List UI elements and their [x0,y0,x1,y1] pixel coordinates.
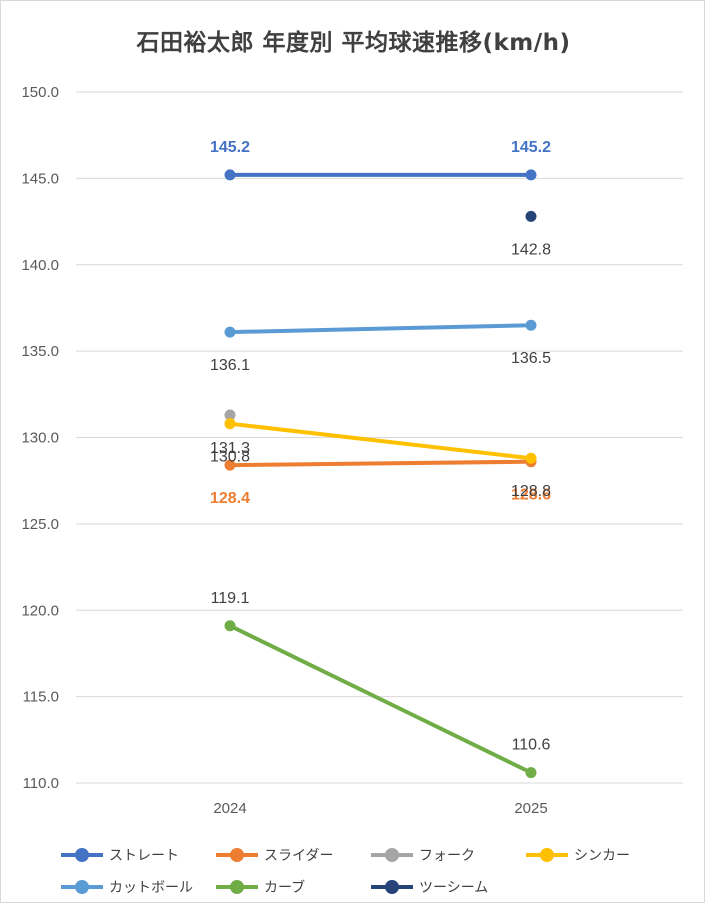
y-tick-label: 115.0 [23,689,59,706]
data-label: 136.1 [210,357,250,374]
legend-item: カットボール [61,877,216,897]
chart-title: 石田裕太郎 年度別 平均球速推移(km/h) [136,30,571,56]
data-point [224,169,236,181]
legend-label: スライダー [264,848,334,864]
data-point [525,169,537,181]
y-tick-label: 145.0 [21,170,59,187]
data-label: 142.8 [511,241,551,258]
legend-item: シンカー [526,845,681,865]
legend-swatch [216,880,258,894]
legend-label: シンカー [574,848,630,864]
y-tick-label: 135.0 [21,343,59,360]
data-label: 128.8 [511,483,551,500]
data-label: 145.2 [210,139,250,156]
legend-row: ストレート スライダー フォーク シンカー [61,839,701,871]
data-point [224,620,236,632]
series-line [228,459,533,468]
data-label: 145.2 [511,139,551,156]
y-tick-label: 125.0 [21,516,59,533]
legend-swatch [371,848,413,862]
data-point [525,210,537,222]
legend-label: カーブ [264,880,306,896]
legend-swatch [526,848,568,862]
legend-label: カットボール [109,880,193,896]
legend-swatch [61,848,103,862]
data-label: 119.1 [211,590,250,607]
data-point [224,326,236,338]
data-point [224,409,236,421]
legend-label: ストレート [109,848,179,864]
legend-swatch [371,880,413,894]
legend-swatch [216,848,258,862]
data-point [525,319,537,331]
data-label: 130.8 [210,449,250,466]
series-line [228,623,533,775]
x-tick-label: 2025 [514,800,547,817]
y-tick-label: 110.0 [23,775,59,792]
data-label: 136.5 [511,350,551,367]
y-tick-label: 140.0 [21,257,59,274]
data-point [525,452,537,464]
x-tick-label: 2024 [213,800,246,817]
series-line [228,421,533,461]
legend-swatch [61,880,103,894]
legend-item: カーブ [216,877,371,897]
data-point [224,459,236,471]
y-tick-label: 130.0 [21,430,59,447]
data-label: 110.6 [512,737,551,754]
data-label: 128.4 [210,490,250,507]
series-line [228,323,533,335]
legend-item: ストレート [61,845,216,865]
legend-item: スライダー [216,845,371,865]
data-label: 128.6 [511,487,551,504]
data-label: 131.3 [210,440,250,457]
legend-item: フォーク [371,845,526,865]
legend-item: ツーシーム [371,877,526,897]
plot-area: 110.0 115.0 120.0 125.0 130.0 135.0 140.0 145.0… [21,84,683,817]
legend-label: フォーク [419,848,475,864]
y-tick-label: 120.0 [21,602,59,619]
legend-label: ツーシーム [419,880,489,896]
y-tick-label: 150.0 [21,84,59,101]
legend-row: カットボール カーブ ツーシーム [61,871,701,903]
legend: ストレート スライダー フォーク シンカーカットボール カーブ ツーシーム [61,839,701,903]
data-point [525,767,537,779]
data-point [224,418,236,430]
